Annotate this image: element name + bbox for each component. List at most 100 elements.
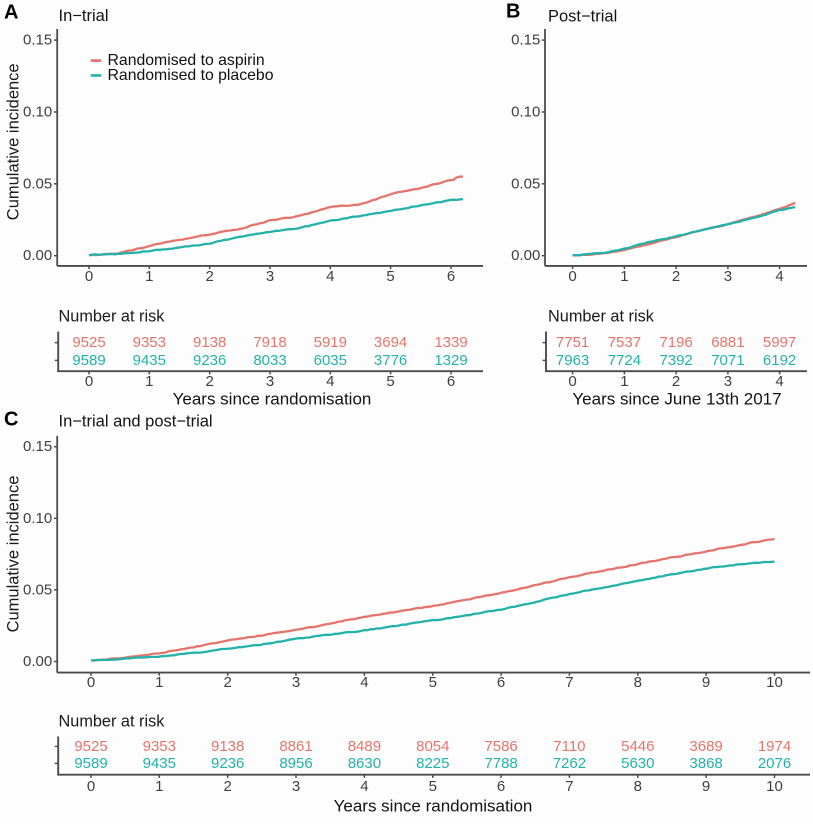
svg-text:1: 1 (155, 778, 163, 795)
svg-text:A: A (4, 2, 18, 24)
svg-text:4: 4 (360, 778, 368, 795)
svg-text:9353: 9353 (133, 334, 166, 351)
svg-text:3: 3 (292, 674, 300, 691)
svg-text:Post−trial: Post−trial (548, 7, 617, 25)
svg-text:5: 5 (429, 674, 437, 691)
svg-text:In−trial: In−trial (59, 7, 109, 25)
svg-text:1: 1 (145, 373, 153, 390)
svg-text:7110: 7110 (553, 738, 585, 755)
svg-text:6192: 6192 (763, 352, 796, 369)
svg-text:5919: 5919 (314, 334, 347, 351)
svg-text:2: 2 (224, 674, 232, 691)
svg-text:Cumulative incidence: Cumulative incidence (5, 476, 23, 633)
svg-text:C: C (4, 409, 18, 431)
svg-text:6: 6 (447, 373, 455, 390)
svg-text:8630: 8630 (348, 755, 381, 772)
svg-text:8: 8 (634, 778, 642, 795)
svg-text:3: 3 (266, 268, 274, 285)
svg-text:7788: 7788 (484, 755, 517, 772)
svg-text:9138: 9138 (193, 334, 226, 351)
svg-text:7196: 7196 (659, 334, 692, 351)
svg-text:9589: 9589 (74, 755, 107, 772)
svg-text:4: 4 (775, 373, 783, 390)
svg-text:Randomised to placebo: Randomised to placebo (108, 67, 274, 84)
svg-text:7724: 7724 (608, 352, 641, 369)
svg-text:8956: 8956 (279, 755, 312, 772)
svg-text:0.15: 0.15 (23, 438, 52, 455)
svg-text:0.05: 0.05 (23, 581, 52, 598)
svg-text:1: 1 (145, 268, 153, 285)
svg-text:0.00: 0.00 (511, 247, 540, 264)
svg-text:Cumulative incidence: Cumulative incidence (5, 63, 23, 220)
svg-text:B: B (506, 1, 520, 23)
svg-text:7: 7 (565, 778, 573, 795)
svg-text:0.05: 0.05 (23, 175, 52, 192)
svg-text:9435: 9435 (143, 755, 176, 772)
svg-text:0: 0 (568, 373, 576, 390)
svg-text:7751: 7751 (556, 334, 589, 351)
svg-text:9435: 9435 (133, 352, 166, 369)
svg-text:9236: 9236 (193, 352, 226, 369)
svg-text:5446: 5446 (621, 738, 654, 755)
svg-text:7537: 7537 (608, 334, 641, 351)
svg-text:2076: 2076 (758, 755, 791, 772)
svg-text:10: 10 (766, 778, 783, 795)
svg-text:3689: 3689 (689, 738, 722, 755)
svg-text:0: 0 (85, 373, 93, 390)
svg-text:6035: 6035 (314, 352, 347, 369)
svg-text:4: 4 (775, 268, 783, 285)
svg-text:3776: 3776 (374, 352, 407, 369)
svg-text:7392: 7392 (659, 352, 692, 369)
svg-text:6: 6 (497, 674, 505, 691)
svg-text:2: 2 (672, 373, 680, 390)
svg-text:0.15: 0.15 (511, 32, 540, 49)
svg-text:2: 2 (224, 778, 232, 795)
svg-text:7262: 7262 (553, 755, 586, 772)
svg-text:Years since randomisation: Years since randomisation (173, 389, 372, 408)
svg-text:0: 0 (85, 268, 93, 285)
svg-text:Randomised to aspirin: Randomised to aspirin (108, 52, 265, 69)
svg-text:5: 5 (429, 778, 437, 795)
svg-text:3: 3 (292, 778, 300, 795)
svg-text:10: 10 (766, 674, 783, 691)
svg-text:3: 3 (266, 373, 274, 390)
svg-text:7963: 7963 (556, 352, 589, 369)
svg-text:5: 5 (386, 373, 394, 390)
svg-text:7071: 7071 (711, 352, 744, 369)
svg-text:8225: 8225 (416, 755, 449, 772)
svg-text:0: 0 (87, 778, 95, 795)
svg-text:9353: 9353 (143, 738, 176, 755)
svg-text:1: 1 (620, 373, 628, 390)
svg-text:3868: 3868 (689, 755, 722, 772)
svg-text:1: 1 (155, 674, 163, 691)
svg-text:1339: 1339 (434, 334, 467, 351)
svg-text:3: 3 (724, 373, 732, 390)
svg-text:5630: 5630 (621, 755, 654, 772)
svg-text:1: 1 (620, 268, 628, 285)
svg-text:1329: 1329 (434, 352, 467, 369)
svg-text:9236: 9236 (211, 755, 244, 772)
svg-text:7: 7 (565, 674, 573, 691)
svg-text:7918: 7918 (253, 334, 286, 351)
svg-text:8033: 8033 (253, 352, 286, 369)
svg-text:2: 2 (206, 268, 214, 285)
svg-text:Years since randomisation: Years since randomisation (334, 796, 533, 815)
svg-text:Number at risk: Number at risk (548, 308, 655, 326)
svg-text:0: 0 (87, 674, 95, 691)
svg-text:4: 4 (326, 268, 334, 285)
svg-text:4: 4 (360, 674, 368, 691)
svg-text:0.00: 0.00 (23, 247, 52, 264)
svg-text:8489: 8489 (348, 738, 381, 755)
svg-text:3694: 3694 (374, 334, 407, 351)
svg-text:8054: 8054 (416, 738, 449, 755)
svg-text:9525: 9525 (74, 738, 107, 755)
svg-text:0.10: 0.10 (23, 510, 52, 527)
svg-text:0.15: 0.15 (23, 32, 52, 49)
svg-text:0: 0 (568, 268, 576, 285)
svg-text:8861: 8861 (279, 738, 312, 755)
svg-text:0.10: 0.10 (23, 104, 52, 121)
svg-text:9: 9 (702, 778, 710, 795)
svg-text:0.05: 0.05 (511, 175, 540, 192)
svg-text:2: 2 (672, 268, 680, 285)
svg-text:Number at risk: Number at risk (59, 308, 166, 326)
